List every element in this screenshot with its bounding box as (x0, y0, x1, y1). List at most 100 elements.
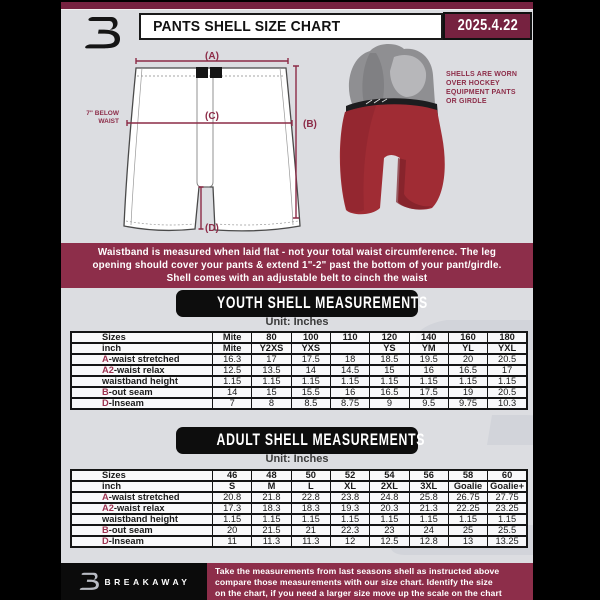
table-cell: 3XL (408, 480, 449, 493)
table-cell: 1.15 (369, 513, 410, 526)
row-label: inch (70, 342, 213, 355)
measure-label-a: (A) (205, 51, 219, 62)
table-cell: 19.3 (329, 502, 371, 515)
table-cell: 20.3 (369, 502, 410, 515)
table-cell: 9.75 (447, 397, 489, 410)
table-row: A2-waist relax 12.5 13.5 14 14.5 15 16 16.5 17 (70, 364, 528, 377)
adult-measurements-table: Sizes 46 48 50 52 54 56 58 60 inch S M L XL 2XL 3XL Goal… (70, 469, 528, 548)
table-cell: 21 (290, 524, 331, 537)
table-cell: 22.3 (329, 524, 371, 537)
table-cell: 16 (329, 386, 371, 399)
table-row: A2-waist relax 17.3 18.3 18.3 19.3 20.3 21.3 22… (70, 502, 528, 515)
table-cell: YS (369, 342, 410, 355)
table-cell: 27.75 (487, 491, 528, 504)
table-cell: Goalie (447, 480, 489, 493)
table-cell: 1.15 (329, 375, 371, 388)
table-cell: 1.15 (408, 513, 449, 526)
table-cell: 17 (251, 353, 292, 366)
table-cell: XL (329, 480, 371, 493)
table-cell: 15 (369, 364, 410, 377)
row-label: A-waist stretched (70, 353, 213, 366)
table-cell: 120 (369, 331, 410, 344)
table-cell: 1.15 (447, 375, 489, 388)
table-cell: 1.15 (487, 513, 528, 526)
table-cell: 18.3 (251, 502, 292, 515)
youth-banner: YOUTH SHELL MEASUREMENTS (176, 290, 427, 317)
table-cell: L (290, 480, 331, 493)
table-cell: 14.5 (329, 364, 371, 377)
youth-measurements-table: Sizes Mite 80 100 110 120 140 160 180 inch Mite Y2X… (70, 331, 528, 410)
table-cell: 23.25 (487, 502, 528, 515)
table-cell: 12.8 (408, 535, 449, 548)
table-row: A-waist stretched 20.8 21.8 22.8 23.8 24.8 25.… (70, 491, 528, 504)
table-cell: 52 (329, 469, 371, 482)
table-cell: 12.5 (211, 364, 253, 377)
table-cell: 21.3 (408, 502, 449, 515)
table-cell: 13 (447, 535, 489, 548)
waist-depth-note: 7" BELOW WAIST (86, 110, 119, 125)
measure-label-c: (C) (205, 111, 219, 122)
table-cell: 20 (447, 353, 489, 366)
table-cell: 1.15 (290, 513, 331, 526)
table-cell: 160 (447, 331, 489, 344)
table-row: A-waist stretched 16.3 17 17.5 18 18.5 19.5 20 2… (70, 353, 528, 366)
youth-section-header: YOUTH SHELL MEASUREMENTS (61, 290, 533, 317)
table-cell: 12 (329, 535, 371, 548)
table-row: waistband height 1.15 1.15 1.15 1.15 1.15 1.15… (70, 513, 528, 526)
table-row: Sizes Mite 80 100 110 120 140 160 180 (70, 331, 528, 344)
table-cell: 1.15 (447, 513, 489, 526)
table-row: inch S M L XL 2XL 3XL Goalie Goalie+ (70, 480, 528, 493)
table-cell: 8.5 (290, 397, 331, 410)
chart-page: PANTS SHELL SIZE CHART 2025.4.22 (A) (C)… (61, 0, 533, 600)
table-cell: 17.5 (290, 353, 331, 366)
table-cell: 50 (290, 469, 331, 482)
footer-brand-bar: BREAKAWAY (61, 563, 207, 600)
table-cell: 15.5 (290, 386, 331, 399)
table-cell: YXL (487, 342, 528, 355)
measure-label-d: (D) (205, 223, 219, 234)
table-cell: 17.5 (408, 386, 449, 399)
table-cell: 60 (487, 469, 528, 482)
table-cell: 22.25 (447, 502, 489, 515)
measure-lines (126, 58, 299, 230)
table-row: inch Mite Y2XS YXS YS YM YL YXL (70, 342, 528, 355)
row-label-prefix: A2 (102, 365, 114, 375)
table-cell: Mite (211, 331, 253, 344)
date-text: 2025.4.22 (457, 17, 518, 34)
table-cell: 20.5 (487, 386, 528, 399)
table-cell: 1.15 (408, 375, 449, 388)
table-row: B-out seam 14 15 15.5 16 16.5 17.5 19 20.5 (70, 386, 528, 399)
table-cell: 7 (211, 397, 253, 410)
belt-buckle-right (210, 67, 222, 78)
table-cell: 23.8 (329, 491, 371, 504)
adult-section-header: ADULT SHELL MEASUREMENTS (61, 427, 533, 454)
row-label-prefix: A (102, 492, 109, 502)
waistband-notice: Waistband is measured when laid flat - n… (61, 243, 533, 288)
table-cell: 14 (211, 386, 253, 399)
row-label: B-out seam (70, 524, 213, 537)
row-label-prefix: B (102, 525, 109, 535)
table-cell: 25.5 (487, 524, 528, 537)
table-cell: 1.15 (487, 375, 528, 388)
table-cell: 16.5 (447, 364, 489, 377)
table-cell: 1.15 (251, 513, 292, 526)
row-label-prefix: D (102, 536, 109, 546)
table-cell: 20.8 (211, 491, 253, 504)
table-cell: 100 (290, 331, 331, 344)
table-cell: 21.5 (251, 524, 292, 537)
row-label: A2-waist relax (70, 364, 213, 377)
footer-instructions: Take the measurements from last seasons … (207, 563, 533, 600)
table-cell: YXS (290, 342, 331, 355)
table-cell: 24 (408, 524, 449, 537)
adult-banner: ADULT SHELL MEASUREMENTS (176, 427, 424, 454)
table-cell: YM (408, 342, 449, 355)
table-cell: 110 (329, 331, 371, 344)
table-cell: 80 (251, 331, 292, 344)
table-cell: 20 (211, 524, 253, 537)
date-badge: 2025.4.22 (443, 12, 532, 40)
row-label: waistband height (70, 375, 213, 388)
shell-shade-right (396, 158, 432, 210)
table-cell: 11 (211, 535, 253, 548)
table-cell: 1.15 (211, 513, 253, 526)
